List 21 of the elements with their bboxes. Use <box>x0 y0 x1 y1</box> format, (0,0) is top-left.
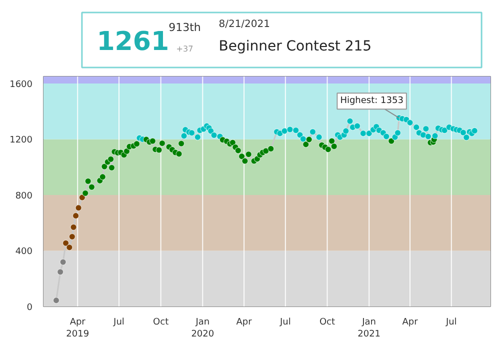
x-tick-label: Jul <box>444 318 457 328</box>
x-tick-label: Apr <box>236 318 252 328</box>
text: 1261 <box>96 27 170 57</box>
y-tick-label: 0 <box>26 303 33 313</box>
x-tick-label: Jan 2021 <box>358 318 381 340</box>
x-tick-label: Oct <box>319 318 336 328</box>
x-tick-label: Apr <box>402 318 418 328</box>
text: +37 <box>176 44 194 54</box>
x-tick-label: Jul <box>278 318 291 328</box>
y-tick-label: 1600 <box>10 80 33 90</box>
y-tick-label: 800 <box>15 191 33 202</box>
y-tick-label: 400 <box>15 247 33 258</box>
x-tick-label: Jul <box>112 318 124 328</box>
text: 8/21/2021 <box>218 19 270 30</box>
annotation: Highest: 1353 <box>340 96 404 106</box>
text: Beginner Contest 215 <box>218 38 372 54</box>
x-tick-label: Oct <box>153 318 170 328</box>
y-tick-label: 1200 <box>10 136 33 146</box>
text: 913th <box>168 21 201 34</box>
x-tick-label: Apr 2019 <box>66 318 90 340</box>
x-tick-label: Jan 2020 <box>191 318 214 340</box>
